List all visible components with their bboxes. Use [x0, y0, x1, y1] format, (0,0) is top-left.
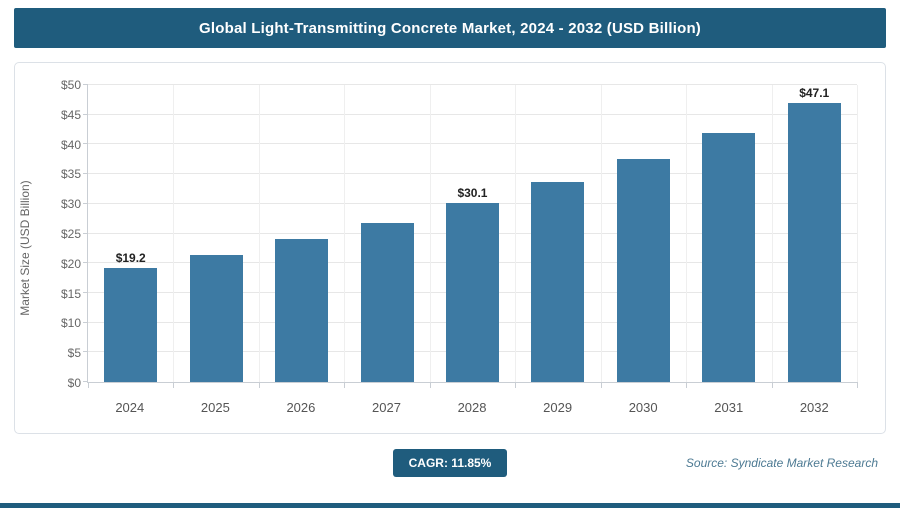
x-tick-mark — [429, 382, 431, 388]
page: Global Light-Transmitting Concrete Marke… — [0, 8, 900, 508]
y-tick-label: $25 — [60, 227, 81, 241]
x-tick-mark — [857, 382, 858, 388]
y-tick-mark — [83, 262, 88, 264]
cagr-badge: CAGR: 11.85% — [392, 449, 508, 477]
x-tick-label: 2030 — [628, 400, 658, 415]
chart-title: Global Light-Transmitting Concrete Marke… — [198, 19, 702, 37]
y-tick-mark — [83, 202, 88, 204]
gridline-vertical — [173, 85, 175, 382]
y-tick-mark — [83, 113, 88, 115]
bar-column-2025 — [173, 85, 258, 382]
y-tick-mark — [83, 381, 88, 382]
x-tick-label: 2029 — [543, 400, 573, 415]
bottom-accent-bar — [0, 503, 900, 508]
bar-value-label: $19.2 — [115, 250, 146, 265]
x-tick-mark — [258, 382, 260, 388]
y-tick-mark — [83, 351, 88, 353]
x-tick-mark — [344, 382, 346, 388]
bar-column-2032: $47.1 — [772, 85, 857, 382]
y-tick-label: $5 — [67, 346, 81, 361]
y-tick-label: $45 — [60, 107, 81, 122]
bar-value-label: $30.1 — [457, 186, 488, 201]
bar — [360, 222, 414, 382]
bar — [787, 103, 841, 382]
y-tick-label: $20 — [60, 256, 81, 271]
y-tick-mark — [83, 84, 88, 85]
gridline-vertical — [771, 85, 773, 382]
bar-column-2030 — [601, 85, 686, 382]
x-tick-label: 2028 — [457, 400, 487, 415]
gridline-horizontal — [88, 113, 857, 115]
bar-column-2027 — [344, 85, 429, 382]
y-tick-mark — [83, 291, 88, 293]
y-tick-mark — [83, 232, 88, 234]
gridline-vertical — [429, 85, 431, 382]
x-tick-label: 2027 — [372, 400, 401, 415]
y-tick-label: $0 — [67, 376, 81, 390]
plot-area: $19.2 $30.1 $47.1 — [83, 84, 858, 388]
gridline-horizontal — [88, 143, 857, 145]
gridline-vertical — [600, 85, 602, 382]
x-tick-label: 2032 — [799, 400, 829, 415]
gridline-horizontal — [88, 173, 857, 175]
y-tick-label: $35 — [60, 167, 81, 182]
chart-footer: CAGR: 11.85% Source: Syndicate Market Re… — [0, 448, 900, 478]
bar — [702, 132, 756, 382]
x-tick-mark — [515, 382, 517, 388]
bar — [189, 254, 243, 382]
x-tick-mark — [600, 382, 602, 388]
bar — [445, 203, 499, 382]
y-tick-label: $10 — [60, 316, 81, 331]
chart-card: Market Size (USD Billion) $0 $5 $10 $15 $20 $… — [14, 62, 886, 434]
y-tick-label: $40 — [60, 137, 81, 152]
bar — [104, 267, 158, 382]
x-tick-mark — [686, 382, 688, 388]
y-axis-title: Market Size (USD Billion) — [18, 180, 32, 316]
y-tick-mark — [83, 143, 88, 145]
y-tick-label: $30 — [60, 197, 81, 212]
bars: $19.2 $30.1 $47.1 — [88, 85, 857, 382]
x-axis-labels: 2024 2025 2026 2027 2028 2029 2030 2031 2032 — [87, 397, 857, 419]
source-text: Source: Syndicate Market Research — [685, 456, 878, 470]
gridline-vertical — [686, 85, 688, 382]
x-tick-label: 2025 — [200, 400, 230, 415]
bar-value-label: $47.1 — [799, 86, 830, 100]
gridline-horizontal — [88, 84, 857, 85]
y-tick-label: $50 — [60, 78, 81, 92]
gridline-vertical — [857, 85, 858, 382]
bar-column-2028: $30.1 — [430, 85, 515, 382]
bar — [616, 158, 670, 382]
x-tick-label: 2024 — [115, 400, 145, 415]
y-axis-labels: $0 $5 $10 $15 $20 $25 $30 $35 $40 $45 $50 — [37, 78, 87, 390]
y-tick-mark — [83, 173, 88, 175]
bar — [531, 182, 585, 382]
y-tick-mark — [83, 321, 88, 323]
y-tick-label: $15 — [60, 286, 81, 301]
x-tick-label: 2031 — [714, 400, 744, 415]
bar-column-2024: $19.2 — [88, 85, 173, 382]
bar — [275, 239, 329, 382]
gridline-vertical — [515, 85, 517, 382]
gridline-vertical — [258, 85, 260, 382]
x-tick-label: 2026 — [286, 400, 316, 415]
bar-column-2029 — [515, 85, 600, 382]
x-tick-mark — [173, 382, 175, 388]
bar-column-2031 — [686, 85, 771, 382]
x-tick-mark — [771, 382, 773, 388]
x-tick-mark — [88, 382, 89, 388]
chart-title-bar: Global Light-Transmitting Concrete Marke… — [14, 8, 886, 48]
bar-column-2026 — [259, 85, 344, 382]
gridline-vertical — [344, 85, 346, 382]
